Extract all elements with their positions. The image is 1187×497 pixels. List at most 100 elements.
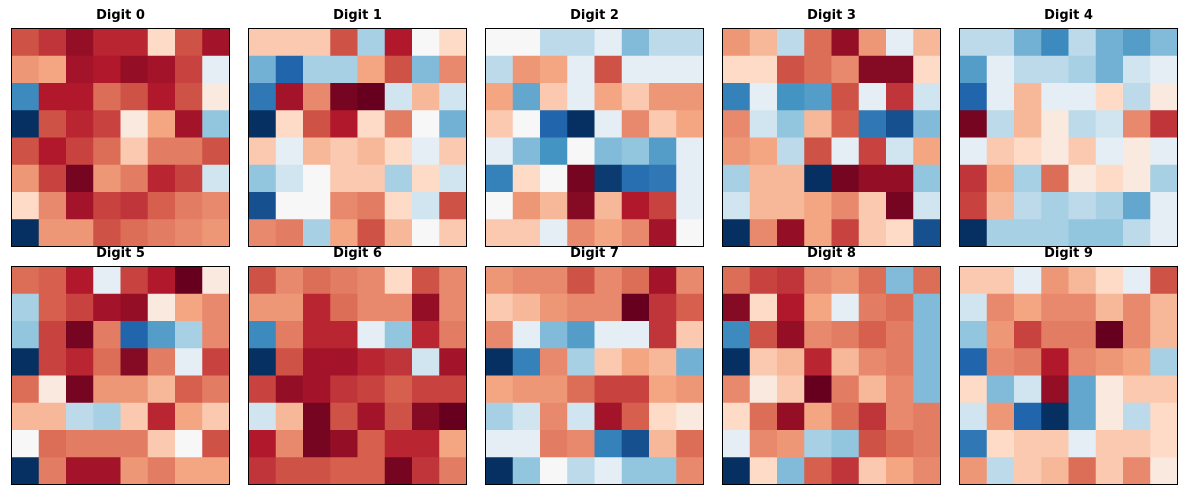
heatmap-cell xyxy=(66,164,94,193)
heatmap-cell xyxy=(11,110,40,138)
heatmap-cell xyxy=(1123,348,1151,376)
heatmap-cell xyxy=(858,164,887,193)
heatmap-cell xyxy=(330,83,358,111)
heatmap-cell xyxy=(1123,402,1151,431)
heatmap-cell xyxy=(1123,321,1151,349)
heatmap-cell xyxy=(804,28,832,57)
heatmap-cell xyxy=(120,293,149,322)
heatmap-frame xyxy=(722,28,941,247)
heatmap-cell xyxy=(777,293,805,322)
heatmap-cell xyxy=(749,457,778,485)
heatmap-cell xyxy=(649,457,677,485)
heatmap-cell xyxy=(831,402,860,431)
heatmap-cell xyxy=(1041,55,1069,84)
heatmap-cell xyxy=(831,293,860,322)
heatmap-cell xyxy=(93,55,121,84)
heatmap-digit-6 xyxy=(248,266,467,485)
heatmap-cell xyxy=(120,375,149,404)
heatmap-cell xyxy=(248,293,277,322)
heatmap-cell xyxy=(11,375,40,404)
heatmap-cell xyxy=(722,28,751,57)
heatmap-cell xyxy=(777,266,805,295)
heatmap-cell xyxy=(986,375,1015,404)
heatmap-cell xyxy=(649,219,677,247)
heatmap-cell xyxy=(1123,375,1151,404)
heatmap-cell xyxy=(886,348,914,376)
heatmap-cell xyxy=(512,402,541,431)
heatmap-cell xyxy=(512,219,541,247)
heatmap-cell xyxy=(11,137,40,166)
heatmap-cell xyxy=(621,321,650,349)
heatmap-cell xyxy=(959,137,988,166)
heatmap-cell xyxy=(749,28,778,57)
heatmap-cell xyxy=(147,192,176,220)
heatmap-cell xyxy=(439,321,467,349)
heatmap-cell xyxy=(330,110,358,138)
heatmap-cell xyxy=(986,430,1015,458)
heatmap-cell xyxy=(330,266,358,295)
heatmap-cell xyxy=(986,457,1015,485)
heatmap-cell xyxy=(831,110,860,138)
heatmap-cell xyxy=(330,293,358,322)
heatmap-cell xyxy=(384,293,413,322)
heatmap-cell xyxy=(1150,83,1178,111)
heatmap-cell xyxy=(248,348,277,376)
heatmap-cell xyxy=(512,430,541,458)
panel-title: Digit 4 xyxy=(1044,8,1093,23)
heatmap-cell xyxy=(1014,430,1042,458)
heatmap-cell xyxy=(959,28,988,57)
heatmap-cell xyxy=(1095,83,1124,111)
heatmap-cell xyxy=(676,137,704,166)
heatmap-cell xyxy=(858,110,887,138)
heatmap-cell xyxy=(567,192,595,220)
heatmap-cell xyxy=(120,192,149,220)
heatmap-cell xyxy=(1123,430,1151,458)
heatmap-cell xyxy=(567,83,595,111)
heatmap-cell xyxy=(357,457,386,485)
heatmap-cell xyxy=(1068,137,1097,166)
heatmap-cell xyxy=(512,293,541,322)
heatmap-cell xyxy=(621,219,650,247)
heatmap-cell xyxy=(412,164,440,193)
heatmap-cell xyxy=(621,83,650,111)
heatmap-cell xyxy=(275,55,304,84)
heatmap-cell xyxy=(1123,192,1151,220)
heatmap-cell xyxy=(831,321,860,349)
heatmap-cell xyxy=(330,219,358,247)
heatmap-cell xyxy=(913,457,941,485)
heatmap-cell xyxy=(886,321,914,349)
heatmap-cell xyxy=(1041,321,1069,349)
heatmap-cell xyxy=(749,192,778,220)
heatmap-cell xyxy=(147,137,176,166)
heatmap-cell xyxy=(676,402,704,431)
heatmap-cell xyxy=(649,348,677,376)
heatmap-cell xyxy=(1041,83,1069,111)
heatmap-cell xyxy=(357,219,386,247)
heatmap-cell xyxy=(567,137,595,166)
heatmap-cell xyxy=(147,402,176,431)
heatmap-cell xyxy=(66,457,94,485)
heatmap-cell xyxy=(303,293,331,322)
heatmap-cell xyxy=(540,402,568,431)
heatmap-cell xyxy=(439,137,467,166)
heatmap-cell xyxy=(202,137,230,166)
heatmap-cell xyxy=(93,402,121,431)
heatmap-cell xyxy=(11,293,40,322)
panel-title: Digit 0 xyxy=(96,8,145,23)
heatmap-cell xyxy=(275,321,304,349)
heatmap-cell xyxy=(621,28,650,57)
heatmap-cell xyxy=(858,402,887,431)
heatmap-cell xyxy=(804,164,832,193)
heatmap-cell xyxy=(66,293,94,322)
heatmap-cell xyxy=(303,164,331,193)
heatmap-cell xyxy=(93,192,121,220)
panel-digit-2: Digit 2 xyxy=(485,0,704,247)
heatmap-cell xyxy=(248,457,277,485)
heatmap-cell xyxy=(858,266,887,295)
heatmap-cell xyxy=(439,457,467,485)
heatmap-cell xyxy=(175,348,203,376)
heatmap-cell xyxy=(93,164,121,193)
heatmap-digit-7 xyxy=(485,266,704,485)
heatmap-cell xyxy=(93,430,121,458)
heatmap-cell xyxy=(66,321,94,349)
